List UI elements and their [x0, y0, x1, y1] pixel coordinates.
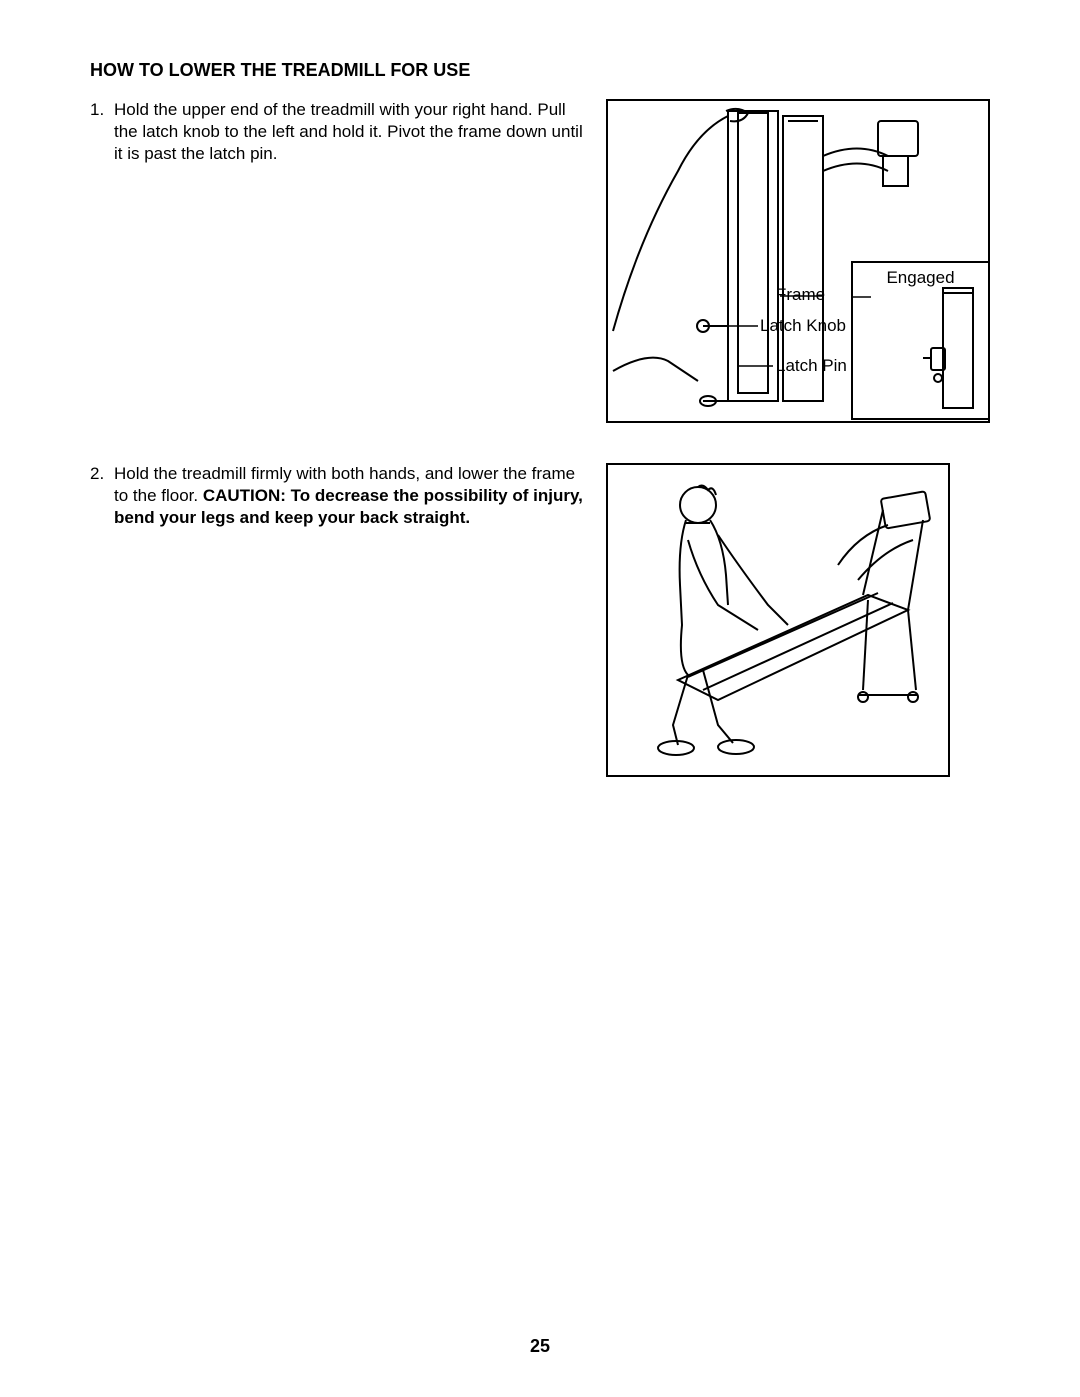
section-title: HOW TO LOWER THE TREADMILL FOR USE — [90, 60, 990, 81]
step-1-plain: Hold the upper end of the treadmill with… — [114, 100, 583, 163]
page-number: 25 — [0, 1336, 1080, 1357]
step-number: 1. — [90, 99, 114, 165]
illustration-1: Engaged Frame Latch Knob L — [606, 99, 990, 423]
latch-pin-label: Latch Pin — [776, 356, 847, 376]
latch-knob-label: Latch Knob — [760, 316, 846, 336]
step-1-row: 1. Hold the upper end of the treadmill w… — [90, 99, 990, 423]
engaged-inset: Engaged — [851, 261, 990, 420]
illustration-2 — [606, 463, 950, 777]
engaged-label: Engaged — [853, 268, 988, 288]
frame-label: Frame — [776, 285, 825, 305]
step-1-text: 1. Hold the upper end of the treadmill w… — [90, 99, 586, 165]
step-body: Hold the treadmill firmly with both hand… — [114, 463, 586, 529]
manual-page: HOW TO LOWER THE TREADMILL FOR USE 1. Ho… — [0, 0, 1080, 1397]
step-2-text: 2. Hold the treadmill firmly with both h… — [90, 463, 586, 529]
step-number: 2. — [90, 463, 114, 529]
step-2-row: 2. Hold the treadmill firmly with both h… — [90, 463, 990, 777]
content-area: 1. Hold the upper end of the treadmill w… — [90, 99, 990, 777]
step-body: Hold the upper end of the treadmill with… — [114, 99, 586, 165]
